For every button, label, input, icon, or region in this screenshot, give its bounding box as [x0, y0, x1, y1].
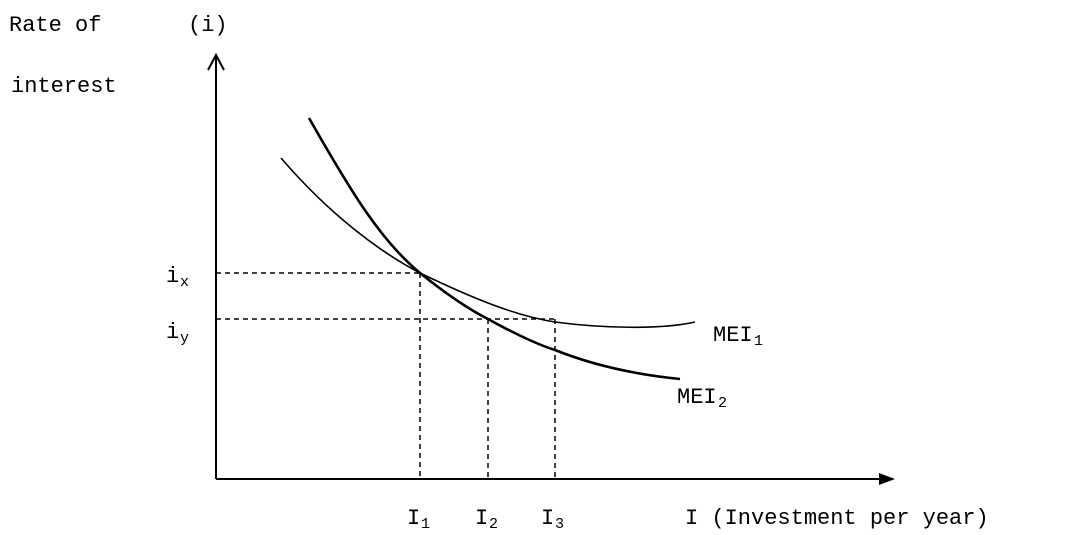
svg-text:y: y	[180, 330, 189, 347]
mei2-curve	[307, 117, 681, 381]
svg-text:2: 2	[718, 395, 727, 412]
mei1-label: MEI 1	[713, 323, 763, 350]
x-tick-i3: I 3	[541, 506, 564, 533]
svg-text:i: i	[166, 264, 179, 289]
y-axis-title-line2: interest	[11, 74, 117, 99]
y-tick-iy: i y	[166, 320, 189, 347]
svg-text:I: I	[541, 506, 554, 531]
svg-text:3: 3	[555, 516, 564, 533]
y-axis-title-line1: Rate of	[9, 13, 101, 38]
y-axis-arrowhead	[207, 52, 225, 71]
svg-text:MEI: MEI	[713, 323, 753, 348]
svg-text:1: 1	[421, 516, 430, 533]
x-axis-title: I (Investment per year)	[685, 506, 989, 531]
svg-text:I: I	[475, 506, 488, 531]
mei1-curve	[280, 157, 696, 329]
x-tick-i2: I 2	[475, 506, 498, 533]
svg-text:x: x	[180, 274, 189, 291]
svg-text:i: i	[166, 320, 179, 345]
svg-text:1: 1	[754, 333, 763, 350]
mei2-label: MEI 2	[677, 385, 727, 412]
svg-text:2: 2	[489, 516, 498, 533]
y-tick-ix: i x	[166, 264, 189, 291]
svg-text:MEI: MEI	[677, 385, 717, 410]
svg-text:I: I	[407, 506, 420, 531]
x-tick-i1: I 1	[407, 506, 430, 533]
y-axis-symbol: (i)	[188, 13, 228, 38]
